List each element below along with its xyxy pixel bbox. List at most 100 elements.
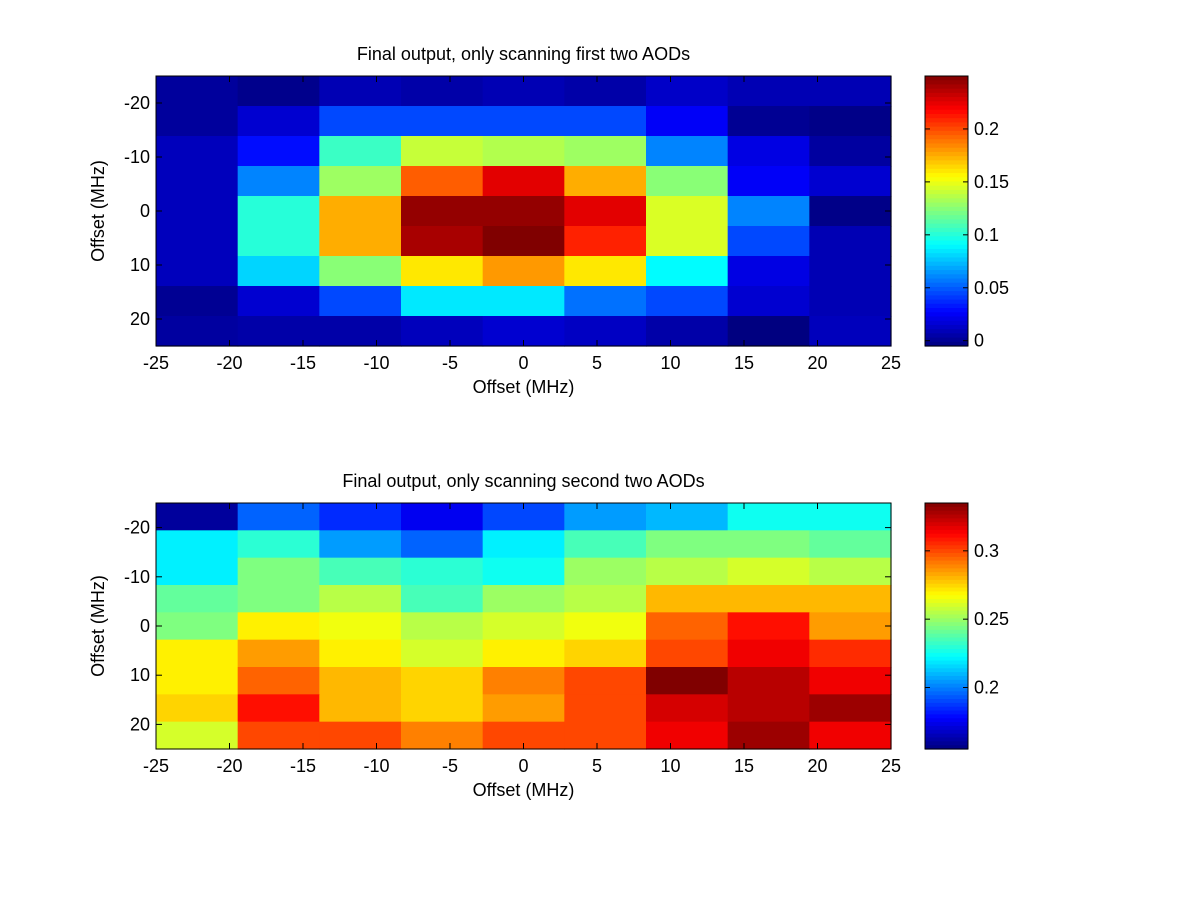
heatmap-cell-r4-c2 [319, 196, 402, 227]
colorbar-segment [925, 240, 968, 246]
heatmap-cell-r0-c3 [401, 76, 484, 107]
colorbar-segment [925, 299, 968, 305]
colorbar-segment [925, 683, 968, 689]
x-tick-label: 0 [518, 756, 528, 776]
heatmap-cell-r1-c7 [727, 106, 810, 137]
colorbar-segment [925, 579, 968, 585]
heatmap-cell-r0-c5 [564, 503, 647, 531]
colorbar-tick-label: 0.15 [974, 172, 1009, 192]
x-tick-label: -25 [143, 353, 169, 373]
heatmap-cell-r7-c2 [319, 694, 402, 723]
x-tick-label: 5 [592, 353, 602, 373]
colorbar-segment [925, 164, 968, 170]
heatmap-cell-r1-c4 [482, 106, 565, 137]
colorbar-segment [925, 312, 968, 318]
colorbar-segment [925, 687, 968, 692]
colorbar-segment [925, 126, 968, 132]
heatmap-cell-r6-c5 [564, 667, 647, 695]
colorbar-segment [925, 316, 968, 322]
heatmap-cell-r1-c6 [646, 530, 729, 559]
colorbar-segment [925, 660, 968, 666]
heatmap-cell-r8-c2 [319, 316, 402, 347]
colorbar-segment [925, 101, 968, 107]
chart-title: Final output, only scanning first two AO… [357, 44, 690, 64]
colorbar-segment [925, 610, 968, 616]
colorbar-segment [925, 526, 968, 531]
heatmap-cell-r2-c0 [156, 136, 239, 167]
heatmap-cell-r0-c7 [727, 503, 810, 531]
heatmap-cell-r2-c7 [727, 136, 810, 167]
colorbar-segment [925, 733, 968, 739]
colorbar-segment [925, 303, 968, 309]
colorbar-segment [925, 637, 968, 642]
colorbar-segment [925, 278, 968, 284]
x-axis-label: Offset (MHz) [473, 377, 575, 397]
heatmap-cell-r5-c2 [319, 226, 402, 257]
colorbar-segment [925, 691, 968, 696]
colorbar-segment [925, 545, 968, 550]
colorbar-segment [925, 291, 968, 296]
colorbar-segment [925, 522, 968, 527]
y-tick-label: 0 [140, 201, 150, 221]
heatmap-cell-r2-c3 [401, 557, 484, 586]
heatmap-cell-r7-c8 [809, 286, 892, 317]
heatmap-cell-r3-c6 [646, 585, 729, 613]
colorbar-segment [925, 645, 968, 650]
y-axis-label: Offset (MHz) [88, 575, 108, 677]
heatmap-cell-r3-c3 [401, 166, 484, 197]
heatmap-cell-r5-c1 [237, 226, 320, 257]
x-tick-label: 10 [660, 353, 680, 373]
colorbar-segment [925, 143, 968, 149]
colorbar-segment [925, 583, 968, 589]
heatmap-cell-r4-c1 [237, 612, 320, 641]
heatmap-cell-r0-c7 [727, 76, 810, 107]
heatmap-cell-r6-c8 [809, 256, 892, 287]
colorbar-segment [925, 503, 968, 508]
colorbar-segment [925, 572, 968, 577]
heatmap-cell-r3-c7 [727, 585, 810, 613]
heatmap-cell-r6-c2 [319, 667, 402, 695]
heatmap-cell-r7-c3 [401, 286, 484, 317]
heatmap-cell-r7-c1 [237, 286, 320, 317]
heatmap-cell-r0-c3 [401, 503, 484, 531]
colorbar-segment [925, 537, 968, 543]
x-tick-label: -15 [290, 756, 316, 776]
heatmap-cell-r1-c1 [237, 106, 320, 137]
colorbar-segment [925, 189, 968, 195]
heatmap-cell-r5-c5 [564, 639, 647, 668]
colorbar-segment [925, 80, 968, 86]
heatmap-cell-r4-c3 [401, 612, 484, 641]
x-tick-label: 20 [807, 756, 827, 776]
colorbar-segment [925, 324, 968, 330]
heatmap-cell-r6-c4 [482, 256, 565, 287]
colorbar-segment [925, 652, 968, 658]
x-tick-label: -25 [143, 756, 169, 776]
colorbar-segment [925, 556, 968, 562]
colorbar-segment [925, 320, 968, 326]
x-tick-label: -10 [363, 756, 389, 776]
heatmap-cell-r7-c5 [564, 286, 647, 317]
colorbar-segment [925, 130, 968, 136]
colorbar-tick-label: 0.3 [974, 541, 999, 561]
colorbar-segment [925, 341, 968, 347]
colorbar-segment [925, 564, 968, 569]
heatmap-cell-r7-c4 [482, 694, 565, 723]
heatmap-cell-r7-c8 [809, 694, 892, 723]
heatmap-cell-r5-c6 [646, 639, 729, 668]
heatmap-cell-r1-c4 [482, 530, 565, 559]
heatmap-cell-r0-c8 [809, 503, 892, 531]
colorbar-segment [925, 629, 968, 635]
colorbar-segment [925, 265, 968, 271]
colorbar-segment [925, 718, 968, 723]
colorbar-segment [925, 329, 968, 334]
y-tick-label: 20 [130, 714, 150, 734]
heatmap-cell-r4-c6 [646, 196, 729, 227]
heatmap-cell-r5-c2 [319, 639, 402, 668]
y-tick-label: -20 [124, 93, 150, 113]
heatmap-cell-r5-c7 [727, 226, 810, 257]
heatmap-cell-r6-c3 [401, 256, 484, 287]
heatmap-cell-r4-c7 [727, 196, 810, 227]
heatmap-cell-r2-c4 [482, 557, 565, 586]
colorbar-segment [925, 333, 968, 339]
colorbar-segment [925, 109, 968, 115]
